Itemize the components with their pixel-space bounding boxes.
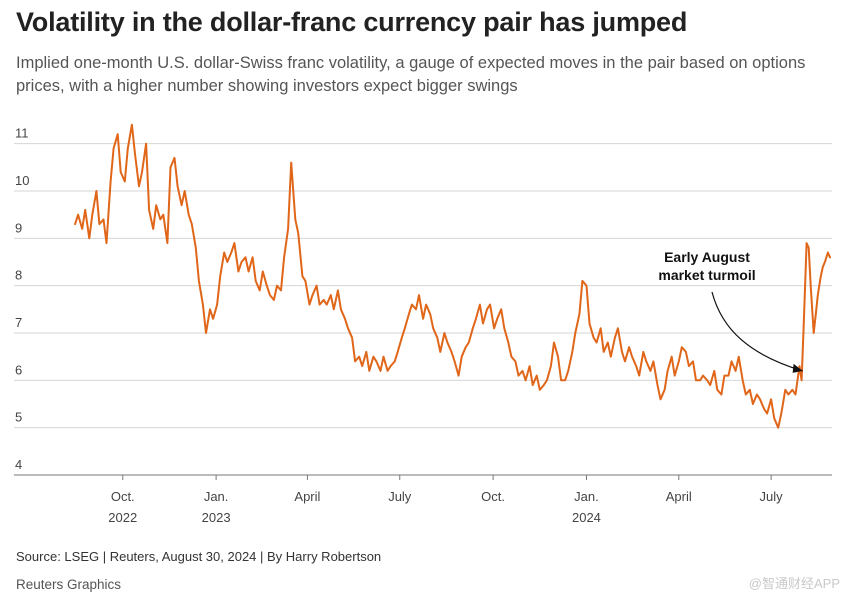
source-note: Source: LSEG | Reuters, August 30, 2024 …: [16, 549, 382, 564]
annotation-label: Early August: [664, 249, 750, 265]
x-tick-year-label: 2024: [572, 510, 601, 525]
series-layer: [74, 123, 831, 429]
y-tick-label: 8: [15, 268, 22, 283]
x-tick-year-label: 2023: [202, 510, 231, 525]
x-tick-label: Jan.: [574, 489, 599, 504]
chart-subtitle: Implied one-month U.S. dollar-Swiss fran…: [16, 54, 806, 95]
chart-title: Volatility in the dollar-franc currency …: [16, 7, 688, 37]
x-tick-label: April: [294, 489, 320, 504]
y-tick-label: 6: [15, 362, 22, 377]
y-tick-label: 10: [15, 173, 29, 188]
annotation-arrow-line: [711, 291, 803, 372]
x-axis-ticks: Oct. 2022 Jan. 2023 April July Oct. Jan. 2024 Apr…: [108, 475, 783, 525]
x-tick-year-label: 2022: [108, 510, 137, 525]
gridlines: [14, 143, 832, 476]
annotation-group: Early August market turmoil: [658, 249, 803, 373]
x-tick-label: Jan.: [204, 489, 229, 504]
series-line: [74, 123, 831, 429]
y-axis-ticks: 4 5 6 7 8 9 10 11: [15, 126, 29, 472]
annotation-arrowhead: [792, 363, 803, 373]
x-tick-label: April: [666, 489, 692, 504]
x-tick-label: Oct.: [111, 489, 135, 504]
y-tick-label: 7: [15, 315, 22, 330]
y-tick-label: 11: [15, 126, 29, 141]
annotation-label: market turmoil: [658, 267, 755, 283]
y-tick-label: 5: [15, 410, 22, 425]
brand-credit: Reuters Graphics: [16, 577, 122, 592]
x-tick-label: Oct.: [481, 489, 505, 504]
x-tick-label: July: [388, 489, 412, 504]
y-tick-label: 4: [15, 457, 22, 472]
x-tick-label: July: [760, 489, 784, 504]
y-tick-label: 9: [15, 220, 22, 235]
watermark-text: @智通财经APP: [748, 576, 840, 591]
